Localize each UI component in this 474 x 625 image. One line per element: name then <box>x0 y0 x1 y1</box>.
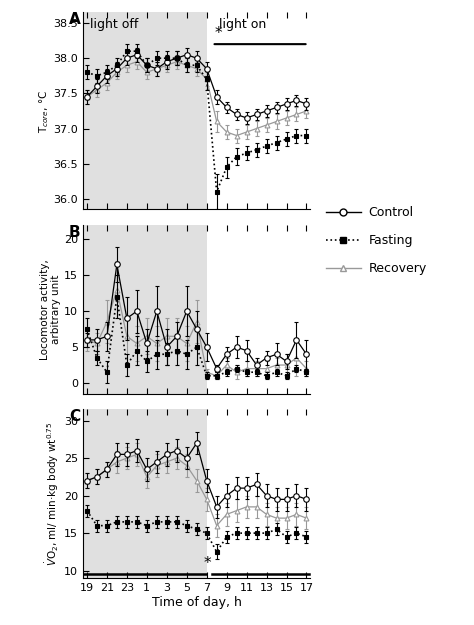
X-axis label: Time of day, h: Time of day, h <box>152 596 242 609</box>
Y-axis label: $\dot{V}$O$_{2}$, ml/ min·kg body wt$^{0.75}$: $\dot{V}$O$_{2}$, ml/ min·kg body wt$^{0… <box>44 422 61 566</box>
Text: light on: light on <box>219 18 267 31</box>
Text: light off: light off <box>90 18 138 31</box>
Text: A: A <box>69 12 81 28</box>
Y-axis label: Locomotor activity,
arbitrary unit: Locomotor activity, arbitrary unit <box>40 259 61 360</box>
Text: C: C <box>70 409 81 424</box>
Bar <box>83 12 207 209</box>
Bar <box>83 409 207 578</box>
Bar <box>83 225 207 394</box>
Text: *: * <box>215 26 222 41</box>
Legend: Control, Fasting, Recovery: Control, Fasting, Recovery <box>326 206 427 275</box>
Text: B: B <box>69 225 81 240</box>
Y-axis label: T$_{core}$, °C: T$_{core}$, °C <box>37 89 51 132</box>
Text: *: * <box>204 556 211 571</box>
